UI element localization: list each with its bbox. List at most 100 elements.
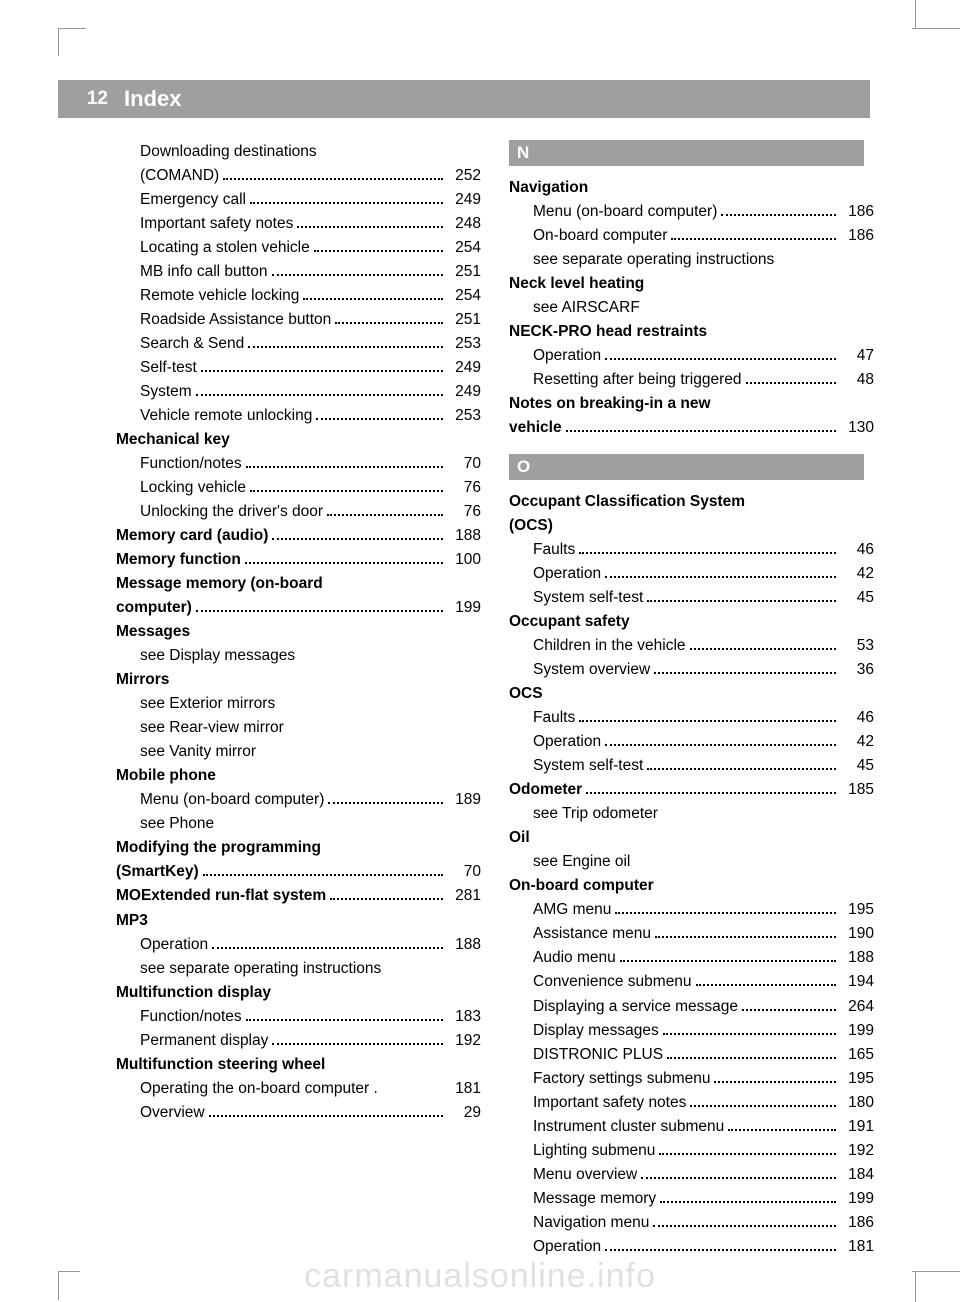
index-entry-label: Unlocking the driver's door	[140, 500, 323, 524]
index-entry-page: 186	[840, 1211, 874, 1235]
index-see-reference: see Display messages	[116, 644, 481, 668]
index-columns: Downloading destinations(COMAND)252Emerg…	[116, 140, 874, 1259]
index-entry-label: vehicle	[509, 416, 562, 440]
index-entry-page: 192	[840, 1139, 874, 1163]
leader-dots	[335, 322, 443, 324]
index-entry-label: System self-test	[533, 754, 643, 778]
index-entry-page: 165	[840, 1043, 874, 1067]
index-entry: Roadside Assistance button251	[116, 308, 481, 332]
index-entry-label: Downloading destinations	[140, 140, 317, 164]
leader-dots	[721, 214, 836, 216]
leader-dots	[690, 1105, 836, 1107]
leader-dots	[667, 1057, 836, 1059]
leader-dots	[248, 346, 443, 348]
index-entry-label: Lighting submenu	[533, 1139, 655, 1163]
index-entry-page: 181	[840, 1235, 874, 1259]
index-heading: Neck level heating	[509, 272, 874, 296]
index-entry-page: 183	[447, 1005, 481, 1029]
index-entry-page: 76	[447, 476, 481, 500]
index-entry-page: 199	[840, 1019, 874, 1043]
leader-dots	[314, 250, 443, 252]
index-entry: Displaying a service message264	[509, 995, 874, 1019]
leader-dots	[579, 720, 836, 722]
leader-dots	[605, 1249, 836, 1251]
leader-dots	[246, 1019, 443, 1021]
crop-mark	[58, 28, 86, 56]
index-entry: Factory settings submenu195	[509, 1067, 874, 1091]
index-entry: On-board computer186	[509, 224, 874, 248]
index-entry: Message memory199	[509, 1187, 874, 1211]
index-entry-page: 254	[447, 236, 481, 260]
index-see-reference: see Phone	[116, 812, 481, 836]
index-entry-page: 192	[447, 1029, 481, 1053]
index-entry-label: Factory settings submenu	[533, 1067, 710, 1091]
index-heading: Message memory (on-board	[116, 572, 481, 596]
leader-dots	[605, 744, 836, 746]
index-entry-label: (SmartKey)	[116, 860, 199, 884]
index-entry-label: Menu (on-board computer)	[533, 200, 717, 224]
index-entry-label: AMG menu	[533, 898, 611, 922]
index-entry-page: 248	[447, 212, 481, 236]
index-entry-label: Function/notes	[140, 452, 242, 476]
index-entry: Emergency call249	[116, 188, 481, 212]
index-entry-page: 48	[840, 368, 874, 392]
index-entry-page: 130	[840, 416, 874, 440]
leader-dots	[647, 768, 836, 770]
leader-dots	[223, 178, 443, 180]
crop-mark	[915, 0, 916, 28]
index-entry-page: 249	[447, 356, 481, 380]
index-entry-label: Roadside Assistance button	[140, 308, 331, 332]
index-entry-label: On-board computer	[533, 224, 667, 248]
leader-dots	[316, 418, 443, 420]
index-entry-page: 195	[840, 898, 874, 922]
leader-dots	[250, 202, 443, 204]
leader-dots	[586, 792, 836, 794]
index-entry-page: 253	[447, 404, 481, 428]
watermark: carmanualsonline.info	[0, 1257, 960, 1296]
leader-dots	[655, 936, 836, 938]
index-entry-page: 53	[840, 634, 874, 658]
index-entry-label: System overview	[533, 658, 650, 682]
index-entry-label: Children in the vehicle	[533, 634, 686, 658]
leader-dots	[250, 490, 443, 492]
index-entry: Menu overview 184	[509, 1163, 874, 1187]
index-entry-page: 42	[840, 730, 874, 754]
index-entry-page: 249	[447, 380, 481, 404]
index-entry-page: 184	[840, 1163, 874, 1187]
index-heading: Multifunction steering wheel	[116, 1053, 481, 1077]
index-entry-page: 185	[840, 778, 874, 802]
leader-dots	[605, 576, 836, 578]
leader-dots	[272, 274, 443, 276]
leader-dots	[660, 1201, 836, 1203]
index-entry-page: 188	[447, 933, 481, 957]
index-see-reference: see Engine oil	[509, 850, 874, 874]
index-entry-page: 100	[447, 548, 481, 572]
index-entry-label: Self-test	[140, 356, 197, 380]
leader-dots	[209, 1115, 443, 1117]
index-entry: computer) 199	[116, 596, 481, 620]
manual-page: 12 Index Downloading destinations(COMAND…	[0, 0, 960, 1302]
leader-dots	[303, 298, 443, 300]
index-entry-label: Displaying a service message	[533, 995, 738, 1019]
index-entry: DISTRONIC PLUS165	[509, 1043, 874, 1067]
index-entry: Locking vehicle76	[116, 476, 481, 500]
index-entry: Lighting submenu 192	[509, 1139, 874, 1163]
index-entry-label: Memory card (audio)	[116, 524, 268, 548]
index-entry-label: System self-test	[533, 586, 643, 610]
index-entry-label: Menu overview	[533, 1163, 637, 1187]
index-entry-label: computer)	[116, 596, 192, 620]
index-entry-label: Search & Send	[140, 332, 244, 356]
index-letter-heading: N	[509, 140, 864, 166]
index-entry-label: Display messages	[533, 1019, 659, 1043]
index-entry-page: 199	[447, 596, 481, 620]
index-entry-label: Emergency call	[140, 188, 246, 212]
leader-dots	[620, 960, 836, 962]
index-entry: Faults46	[509, 538, 874, 562]
index-entry-page: 194	[840, 970, 874, 994]
index-entry: Operation42	[509, 730, 874, 754]
index-entry-page: 70	[447, 452, 481, 476]
index-entry: System self-test45	[509, 754, 874, 778]
index-entry-label: Faults	[533, 538, 575, 562]
index-entry-page: 180	[840, 1091, 874, 1115]
index-entry: Operation47	[509, 344, 874, 368]
